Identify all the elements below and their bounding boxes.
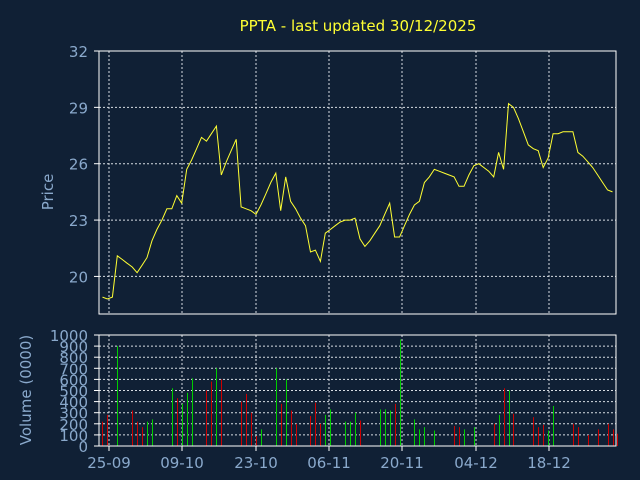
x-tick-label: 20-11 [380, 454, 424, 472]
price-ytick-label: 32 [69, 43, 88, 61]
x-tick-label: 09-10 [160, 454, 204, 472]
volume-frame [98, 334, 617, 447]
x-tick-label: 25-09 [87, 454, 131, 472]
chart-title: PPTA - last updated 30/12/2025 [240, 17, 477, 35]
price-ytick-label: 29 [69, 99, 88, 117]
x-tick-label: 04-12 [454, 454, 498, 472]
price-ytick-label: 23 [69, 212, 88, 230]
volume-ytick-label: 900 [59, 338, 88, 356]
volume-ytick-label: 500 [59, 383, 88, 401]
volume-ytick-label: 700 [59, 360, 88, 378]
price-panel: 20 23 26 29 32 [69, 43, 617, 315]
x-tick-label: 23-10 [234, 454, 278, 472]
volume-ytick-label: 600 [59, 371, 88, 389]
price-frame [98, 50, 617, 315]
volume-ytick-label: 400 [59, 394, 88, 412]
volume-axis-label: Volume (0000) [17, 335, 35, 445]
x-tick-label: 06-11 [307, 454, 351, 472]
volume-ytick-label: 1000 [50, 327, 88, 345]
volume-ytick-label: 100 [59, 427, 88, 445]
x-axis-ticks: 25-09 09-10 23-10 06-11 20-11 04-12 18-12 [87, 446, 571, 472]
price-ytick-label: 20 [69, 268, 88, 286]
price-axis-label: Price [39, 174, 57, 211]
volume-ytick-label: 200 [59, 416, 88, 434]
price-line [102, 102, 613, 300]
volume-ytick-label: 800 [59, 349, 88, 367]
volume-ytick-label: 300 [59, 405, 88, 423]
volume-ytick-label: 0 [78, 438, 88, 456]
x-tick-label: 18-12 [527, 454, 571, 472]
price-ytick-label: 26 [69, 156, 88, 174]
